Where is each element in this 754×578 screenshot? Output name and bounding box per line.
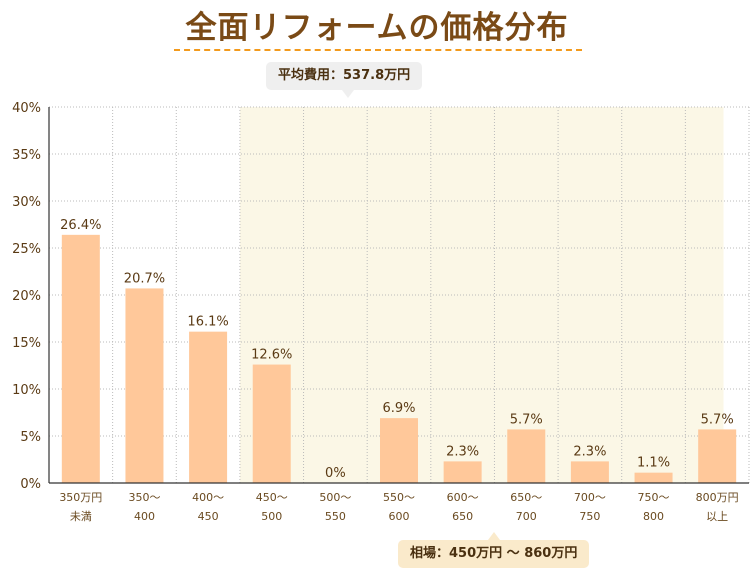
bar [380, 418, 418, 483]
x-tick-label: 400 [134, 510, 155, 523]
x-tick-label: 550〜 [383, 491, 415, 504]
data-label: 5.7% [701, 412, 734, 427]
bar [125, 288, 164, 483]
bar [61, 234, 100, 483]
x-tick-label: 350〜 [128, 491, 160, 504]
x-tick-label: 700 [516, 510, 537, 523]
x-tick-label: 600〜 [447, 491, 479, 504]
y-tick-label: 10% [12, 383, 41, 398]
x-tick-label: 750〜 [638, 491, 670, 504]
data-label: 1.1% [637, 456, 670, 471]
bar [189, 331, 228, 483]
data-label: 20.7% [124, 271, 165, 286]
data-label: 12.6% [251, 348, 292, 363]
data-label: 0% [325, 466, 346, 481]
y-tick-label: 40% [12, 101, 41, 116]
bar [507, 429, 546, 483]
y-tick-label: 5% [20, 430, 41, 445]
x-tick-label: 650 [452, 510, 473, 523]
x-tick-label: 800万円 [696, 491, 739, 504]
data-label: 2.3% [446, 444, 479, 459]
bar [570, 461, 609, 483]
average-cost-callout: 平均費用：537.8万円 [266, 62, 423, 98]
x-tick-label: 650〜 [510, 491, 542, 504]
x-tick-label: 550 [325, 510, 346, 523]
x-tick-label: 以上 [706, 510, 728, 523]
x-tick-label: 450 [198, 510, 219, 523]
price-range-callout: 相場：450万円 〜 860万円 [398, 532, 590, 568]
x-tick-label: 400〜 [192, 491, 224, 504]
y-tick-label: 15% [12, 336, 41, 351]
data-label: 26.4% [60, 218, 101, 233]
x-tick-label: 800 [643, 510, 664, 523]
x-tick-label: 500 [261, 510, 282, 523]
data-label: 16.1% [187, 315, 228, 330]
y-tick-label: 25% [12, 242, 41, 257]
bar [443, 461, 482, 483]
bar [634, 472, 673, 483]
y-tick-label: 30% [12, 195, 41, 210]
y-tick-label: 35% [12, 148, 41, 163]
bar [252, 364, 291, 483]
x-tick-label: 未満 [70, 510, 92, 523]
x-tick-label: 500〜 [319, 491, 351, 504]
title-underline [174, 49, 582, 51]
data-label: 6.9% [382, 401, 415, 416]
y-tick-label: 0% [20, 477, 41, 492]
data-label: 5.7% [510, 412, 543, 427]
x-tick-label: 600 [389, 510, 410, 523]
x-tick-label: 750 [579, 510, 600, 523]
chart-title: 全面リフォームの価格分布 [185, 10, 569, 46]
bar [698, 429, 737, 483]
y-tick-label: 20% [12, 289, 41, 304]
x-tick-label: 350万円 [59, 491, 102, 504]
x-tick-label: 700〜 [574, 491, 606, 504]
data-label: 2.3% [573, 444, 606, 459]
x-tick-label: 450〜 [256, 491, 288, 504]
